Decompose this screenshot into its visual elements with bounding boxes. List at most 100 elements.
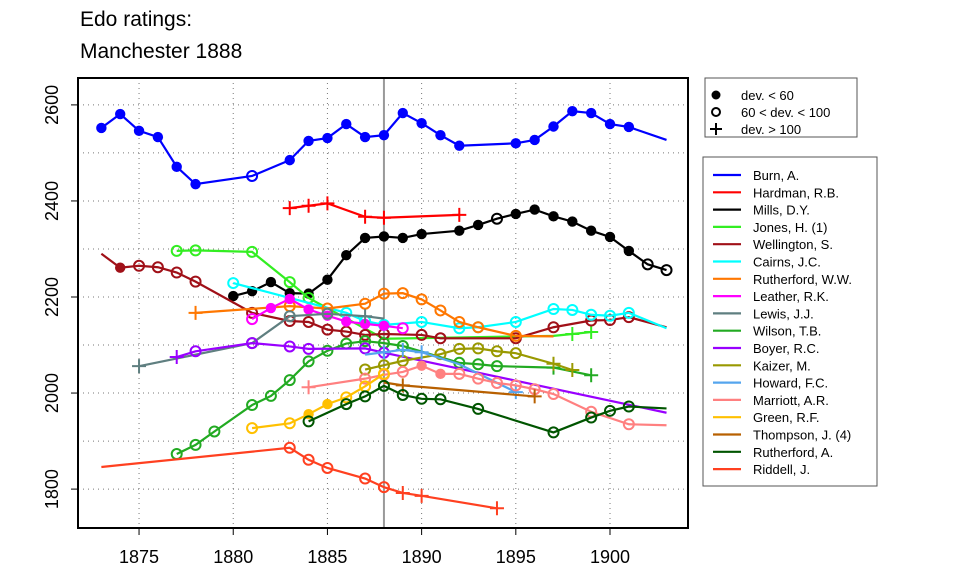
data-point-plus <box>376 345 391 360</box>
data-point-open <box>472 358 485 371</box>
legend-label: Marriott, A.R. <box>753 393 829 408</box>
legend-label: Jones, H. (1) <box>753 220 827 235</box>
data-point-plus <box>414 345 429 360</box>
data-point-open <box>283 310 296 323</box>
data-point-open <box>604 309 617 322</box>
data-point-open <box>321 323 334 336</box>
data-point-open <box>566 303 579 316</box>
data-point-open <box>585 308 598 321</box>
data-point-open <box>377 287 390 300</box>
data-point-filled <box>322 132 333 144</box>
data-point-open <box>170 244 183 257</box>
legend-label: Kaizer, M. <box>753 358 811 373</box>
data-point-open <box>227 277 240 290</box>
data-point-open <box>396 287 409 300</box>
data-point-filled <box>114 262 126 273</box>
data-point-open <box>472 321 485 334</box>
series-line <box>195 292 554 338</box>
marker-legend: dev. < 60 60 < dev. < 100 dev. > 100 <box>704 77 858 138</box>
series-line <box>308 384 667 434</box>
data-point-plus <box>565 362 580 377</box>
data-point-open <box>246 169 259 182</box>
series-riddell-j- <box>101 441 504 516</box>
data-point-filled <box>284 293 295 305</box>
data-point-filled <box>359 131 371 143</box>
data-point-open <box>490 212 503 225</box>
legend-label: Burn, A. <box>753 168 799 183</box>
data-point-open <box>547 321 560 334</box>
open-circle-icon <box>711 107 721 117</box>
data-point-plus <box>188 305 203 320</box>
legend-label: Wellington, S. <box>753 237 833 252</box>
data-point-filled <box>322 398 333 410</box>
data-point-open <box>321 307 334 320</box>
data-point-open <box>208 425 221 438</box>
series-thompson-j-4- <box>383 378 542 404</box>
data-point-open <box>377 379 390 392</box>
data-point-open <box>396 322 409 335</box>
data-point-filled <box>114 108 126 120</box>
data-point-plus <box>395 485 410 500</box>
series-rutherford-a- <box>302 379 667 439</box>
data-point-open <box>453 322 466 335</box>
data-point-open <box>490 376 503 389</box>
data-point-filled <box>416 228 427 240</box>
data-point-filled <box>510 208 522 220</box>
series-line <box>101 446 498 510</box>
data-point-open <box>472 402 485 415</box>
data-point-open <box>359 328 372 341</box>
data-point-open <box>359 342 372 355</box>
data-point-open <box>641 258 654 271</box>
data-point-plus <box>565 326 580 341</box>
series-line <box>100 252 667 340</box>
data-point-open <box>585 411 598 424</box>
data-point-filled <box>472 219 484 231</box>
data-point-filled <box>378 231 390 242</box>
data-point-open <box>246 422 259 435</box>
data-point-open <box>377 367 390 380</box>
data-point-open <box>604 404 617 417</box>
data-point-open <box>283 340 296 353</box>
marker-legend-label: dev. > 100 <box>741 122 801 137</box>
series-burn-a- <box>96 105 667 190</box>
legend-label: Riddell, J. <box>753 462 810 477</box>
data-point-open <box>547 303 560 316</box>
data-point-filled <box>585 107 597 119</box>
data-point-open <box>340 391 353 404</box>
data-point-filled <box>454 140 465 151</box>
series-wellington-s- <box>100 252 667 345</box>
data-point-open <box>189 345 202 358</box>
data-point-plus <box>584 368 599 383</box>
data-point-open <box>509 347 522 360</box>
data-point-open <box>321 344 334 357</box>
data-point-open <box>434 304 447 317</box>
series-line <box>364 347 573 372</box>
x-tick-label: 1875 <box>119 547 159 567</box>
legend-label: Thompson, J. (4) <box>753 428 851 443</box>
x-tick-label: 1880 <box>213 547 253 567</box>
series-howard-f-c- <box>364 342 523 400</box>
data-point-open <box>453 342 466 355</box>
marker-legend-box <box>704 77 858 138</box>
data-point-open <box>359 472 372 485</box>
legend-label: Boyer, R.C. <box>753 341 819 356</box>
legend-label: Cairns, J.C. <box>753 255 821 270</box>
data-point-open <box>302 342 315 355</box>
data-point-open <box>359 297 372 310</box>
data-point-filled <box>529 134 540 146</box>
data-point-open <box>396 388 409 401</box>
series-line <box>176 340 592 456</box>
data-point-plus <box>358 209 373 224</box>
data-point-filled <box>322 274 333 285</box>
data-point-open <box>415 315 428 328</box>
data-point-filled <box>548 121 559 132</box>
data-point-filled <box>341 118 352 130</box>
marker-legend-label: dev. < 60 <box>741 88 794 103</box>
data-point-open <box>622 418 635 431</box>
data-point-open <box>490 345 503 358</box>
x-tick-label: 1900 <box>590 547 630 567</box>
data-point-filled <box>567 105 578 117</box>
data-point-filled <box>416 117 427 129</box>
data-point-open <box>547 426 560 439</box>
series-marriott-a-r- <box>301 360 667 431</box>
